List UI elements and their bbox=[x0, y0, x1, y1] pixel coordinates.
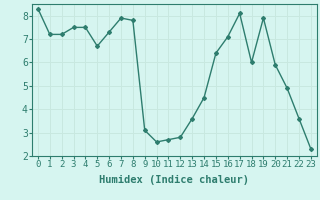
X-axis label: Humidex (Indice chaleur): Humidex (Indice chaleur) bbox=[100, 175, 249, 185]
